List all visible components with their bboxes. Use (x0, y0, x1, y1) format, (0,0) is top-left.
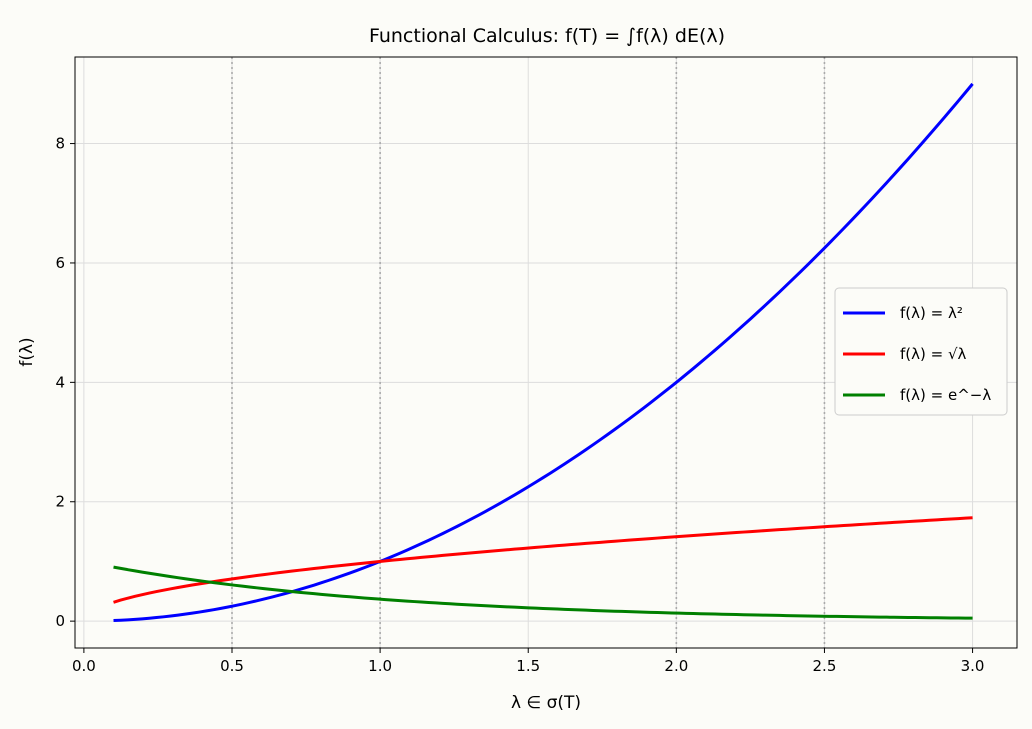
series-line (113, 82, 974, 623)
y-tick-label: 2 (55, 493, 65, 511)
series-line-group (113, 516, 973, 604)
legend-label: f(λ) = e^−λ (900, 386, 991, 404)
x-tick-label: 0.5 (220, 657, 244, 675)
y-tick-label: 6 (55, 254, 65, 272)
legend: f(λ) = λ² f(λ) = √λ f(λ) = e^−λ (834, 287, 1008, 416)
x-axis-label: λ ∈ σ(T) (511, 693, 581, 713)
x-tick-label: 1.5 (516, 657, 540, 675)
x-tick-label: 0.0 (72, 657, 96, 675)
legend-box (834, 287, 1008, 416)
series-lines (113, 82, 974, 623)
series-line (113, 565, 973, 620)
series-line-group (113, 565, 973, 620)
y-tick-label: 0 (55, 612, 65, 630)
x-tick-label: 3.0 (961, 657, 985, 675)
y-tick-label: 8 (55, 135, 65, 153)
chart-title: Functional Calculus: f(T) = ∫f(λ) dE(λ) (369, 25, 725, 47)
legend-label: f(λ) = λ² (900, 304, 963, 322)
legend-label: f(λ) = √λ (900, 345, 967, 363)
x-axis-ticks: 0.0 0.5 1.0 1.5 2.0 2.5 3.0 (72, 648, 985, 675)
reference-lines (231, 57, 826, 648)
plot-frame (74, 56, 1018, 649)
series-line (113, 516, 973, 604)
series-line-group (113, 82, 974, 623)
x-tick-label: 2.0 (664, 657, 688, 675)
x-tick-label: 2.5 (813, 657, 837, 675)
y-tick-label: 4 (55, 373, 65, 391)
y-axis-label: f(λ) (17, 337, 37, 366)
y-axis-ticks: 0 2 4 6 8 (55, 135, 75, 630)
x-tick-label: 1.0 (368, 657, 392, 675)
